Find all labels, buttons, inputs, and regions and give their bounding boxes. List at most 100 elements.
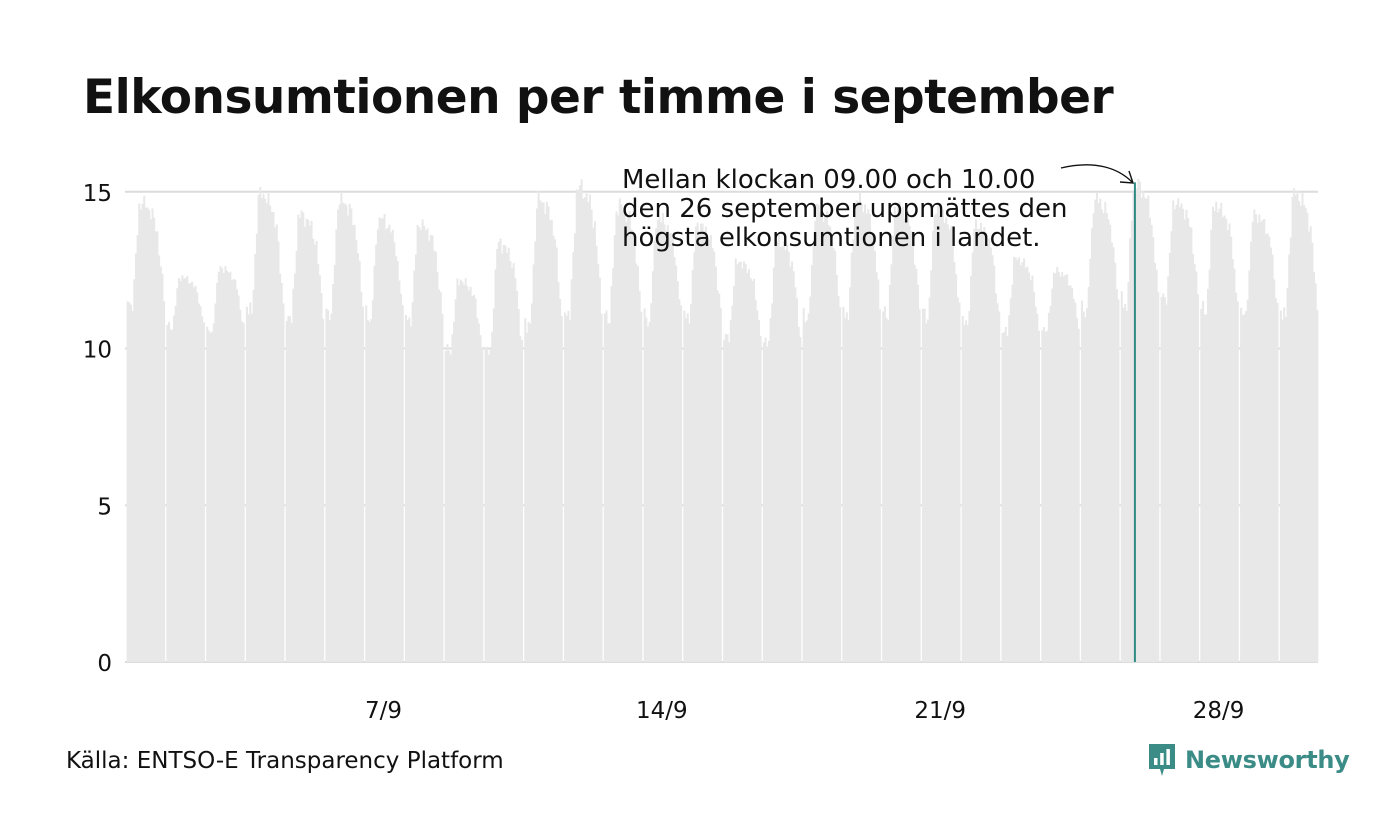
bar xyxy=(171,329,174,662)
bar xyxy=(153,217,156,662)
bar xyxy=(610,285,613,662)
bar xyxy=(1308,231,1311,662)
bar xyxy=(961,315,964,662)
bar xyxy=(991,255,994,662)
bar xyxy=(603,313,606,662)
bar xyxy=(1251,221,1254,662)
bar xyxy=(1228,223,1231,662)
bar xyxy=(229,271,232,662)
bar xyxy=(1216,212,1219,662)
bar xyxy=(289,316,292,662)
bar xyxy=(590,209,593,662)
bar xyxy=(1200,308,1203,662)
bar xyxy=(1001,332,1004,662)
bar xyxy=(226,270,229,662)
bar xyxy=(827,225,830,663)
bar xyxy=(390,232,393,662)
bar xyxy=(623,208,626,662)
bar xyxy=(1213,210,1216,662)
bar xyxy=(1084,317,1087,662)
bar xyxy=(163,301,166,662)
bar xyxy=(1165,304,1168,662)
bar xyxy=(507,247,510,663)
bar xyxy=(240,321,243,662)
bar xyxy=(862,212,865,662)
bar xyxy=(1303,204,1306,662)
bar xyxy=(448,350,451,662)
bar xyxy=(1044,331,1047,662)
bar xyxy=(197,303,200,662)
bar xyxy=(1284,317,1287,662)
bar xyxy=(863,204,867,662)
bar xyxy=(265,203,268,662)
bar xyxy=(651,271,654,662)
bar xyxy=(439,291,442,662)
bar xyxy=(146,207,149,662)
bar xyxy=(857,201,860,662)
bar xyxy=(810,265,813,662)
bar xyxy=(746,272,749,662)
bar xyxy=(545,201,548,662)
bar xyxy=(560,316,563,662)
bar xyxy=(338,204,341,662)
bar xyxy=(305,218,308,662)
bar xyxy=(716,290,719,662)
bar xyxy=(1082,311,1085,662)
bar xyxy=(491,331,494,662)
bar xyxy=(469,286,472,662)
bar xyxy=(1071,287,1074,662)
bar xyxy=(1081,300,1084,662)
bar xyxy=(1094,199,1097,663)
bar xyxy=(1142,191,1145,662)
bar xyxy=(322,318,325,662)
bar xyxy=(1127,281,1130,662)
bar xyxy=(908,226,911,663)
bar xyxy=(383,213,386,663)
bar xyxy=(1056,266,1059,662)
bar xyxy=(693,252,696,662)
bar xyxy=(236,289,239,662)
bar xyxy=(192,287,195,662)
bar xyxy=(416,225,419,662)
bar xyxy=(892,235,895,662)
bar xyxy=(1016,259,1019,662)
bar xyxy=(686,313,689,662)
bar xyxy=(499,238,502,662)
bar xyxy=(532,264,535,662)
bar xyxy=(184,278,187,662)
bar xyxy=(617,215,620,663)
bar xyxy=(665,231,668,662)
bar xyxy=(867,209,870,662)
bar xyxy=(221,268,224,662)
bar xyxy=(872,234,875,662)
bar xyxy=(537,191,540,662)
bar xyxy=(1049,306,1052,662)
bar xyxy=(486,346,489,662)
bar xyxy=(951,246,954,662)
bar xyxy=(809,296,812,662)
bar xyxy=(428,240,431,662)
bar xyxy=(996,303,999,662)
x-tick-label: 7/9 xyxy=(365,698,402,724)
bar xyxy=(1095,192,1098,662)
bar xyxy=(973,228,976,662)
bar xyxy=(217,271,220,662)
bar xyxy=(419,230,422,662)
bar xyxy=(839,307,842,662)
bar xyxy=(719,307,722,662)
bar xyxy=(666,225,669,662)
bar xyxy=(1289,237,1292,662)
bar xyxy=(950,226,953,662)
bar xyxy=(597,263,600,662)
bar xyxy=(636,266,640,662)
bar xyxy=(1062,276,1065,662)
bar xyxy=(370,319,373,662)
bar xyxy=(1306,212,1309,662)
bar xyxy=(615,211,618,662)
bar xyxy=(1241,315,1244,662)
bar xyxy=(333,264,336,662)
bar xyxy=(656,220,659,662)
bar xyxy=(260,197,263,663)
bar xyxy=(690,304,693,662)
bar xyxy=(1223,215,1226,662)
